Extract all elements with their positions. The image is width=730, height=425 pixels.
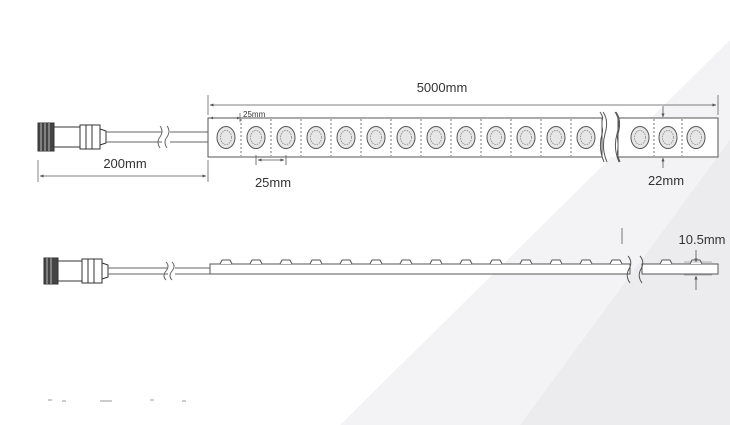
height-label: 10.5mm: [679, 232, 726, 247]
led-bump: [519, 259, 533, 265]
led-bump: [249, 259, 263, 265]
led-bump: [659, 259, 673, 265]
led-chip: [336, 126, 356, 149]
top-view: 5000mm 25mm 25mm 200mm 22mm: [37, 80, 719, 190]
led-bump: [429, 259, 443, 265]
led-bumps-side: [219, 259, 703, 265]
strip-body-side: [209, 255, 719, 284]
led-chip: [546, 126, 566, 149]
led-bump: [279, 259, 293, 265]
led-bump: [219, 259, 233, 265]
led-chip: [576, 126, 596, 149]
led-bump: [609, 259, 623, 265]
dim-pitch: 25mm: [255, 155, 291, 190]
led-chip: [630, 126, 650, 149]
dim-total-length: 5000mm: [207, 80, 719, 115]
dim-width: 22mm: [648, 106, 684, 188]
led-chip: [426, 126, 446, 149]
led-chip: [658, 126, 678, 149]
bottom-artifacts: [48, 399, 186, 402]
led-chip: [456, 126, 476, 149]
led-row-top: [216, 126, 706, 149]
dim-pitch-small: 25mm: [209, 110, 266, 122]
dim-lead-length: 200mm: [37, 156, 209, 182]
led-chip: [396, 126, 416, 149]
led-chip: [246, 126, 266, 149]
pitch-label: 25mm: [255, 175, 291, 190]
led-bump: [399, 259, 413, 265]
led-chip: [366, 126, 386, 149]
led-bump: [489, 259, 503, 265]
total-length-label: 5000mm: [417, 80, 468, 95]
connector-top: [37, 122, 107, 152]
cable-side: [108, 261, 210, 281]
cable-top: [106, 125, 208, 149]
led-chip: [306, 126, 326, 149]
dim-height: 10.5mm: [621, 228, 726, 290]
led-bump: [579, 259, 593, 265]
connector-side: [43, 257, 109, 285]
pitch-small-label: 25mm: [243, 110, 266, 119]
led-bump: [369, 259, 383, 265]
led-bump: [549, 259, 563, 265]
led-chip: [276, 126, 296, 149]
side-view: 10.5mm: [43, 228, 726, 290]
led-chip: [516, 126, 536, 149]
led-bump: [459, 259, 473, 265]
led-chip: [216, 126, 236, 149]
led-bump: [309, 259, 323, 265]
led-chip: [686, 126, 706, 149]
width-label: 22mm: [648, 173, 684, 188]
lead-length-label: 200mm: [103, 156, 146, 171]
led-chip: [486, 126, 506, 149]
led-bump: [339, 259, 353, 265]
